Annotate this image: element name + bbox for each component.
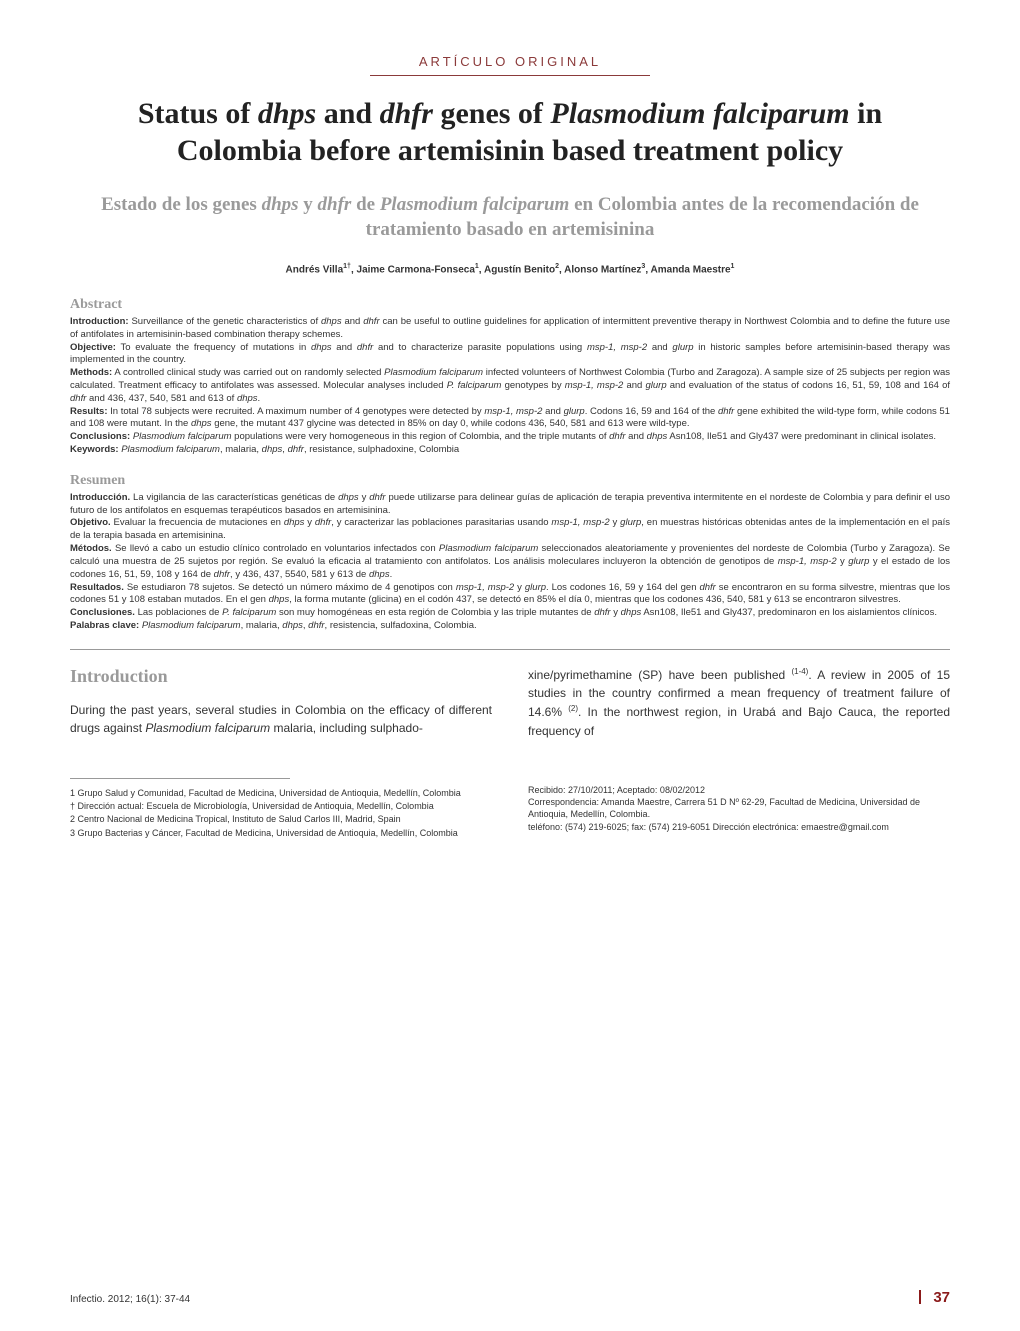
abstract-body: Introduction: Surveillance of the geneti… <box>70 316 950 457</box>
affiliations-list: 1 Grupo Salud y Comunidad, Facultad de M… <box>70 787 492 839</box>
intro-col-right: xine/pyrimethamine (SP) have been publis… <box>528 666 950 740</box>
correspondence-line: Recibido: 27/10/2011; Aceptado: 08/02/20… <box>528 784 950 796</box>
abstract-line: Conclusiones. Las poblaciones de P. falc… <box>70 607 950 620</box>
abstract-line: Palabras clave: Plasmodium falciparum, m… <box>70 620 950 633</box>
abstract-block: Abstract Introduction: Surveillance of t… <box>70 297 950 457</box>
body-rule <box>70 649 950 650</box>
abstract-line: Keywords: Plasmodium falciparum, malaria… <box>70 444 950 457</box>
abstract-line: Results: In total 78 subjects were recru… <box>70 406 950 432</box>
resumen-block: Resumen Introducción. La vigilancia de l… <box>70 473 950 633</box>
article-title: Status of dhps and dhfr genes of Plasmod… <box>80 96 940 169</box>
affiliation-line: 3 Grupo Bacterias y Cáncer, Facultad de … <box>70 827 492 839</box>
affiliation-line: 2 Centro Nacional de Medicina Tropical, … <box>70 813 492 825</box>
abstract-line: Conclusions: Plasmodium falciparum popul… <box>70 431 950 444</box>
affiliation-line: † Dirección actual: Escuela de Microbiol… <box>70 800 492 812</box>
intro-text-right: xine/pyrimethamine (SP) have been publis… <box>528 666 950 740</box>
abstract-line: Objetivo. Evaluar la frecuencia de mutac… <box>70 517 950 543</box>
abstract-line: Introducción. La vigilancia de las carac… <box>70 492 950 518</box>
abstract-line: Objective: To evaluate the frequency of … <box>70 342 950 368</box>
affiliation-line: 1 Grupo Salud y Comunidad, Facultad de M… <box>70 787 492 799</box>
footnote-columns: 1 Grupo Salud y Comunidad, Facultad de M… <box>70 758 950 840</box>
abstract-line: Methods: A controlled clinical study was… <box>70 367 950 405</box>
intro-heading: Introduction <box>70 666 492 687</box>
intro-col-left: Introduction During the past years, seve… <box>70 666 492 740</box>
page-bar-icon <box>919 1290 921 1304</box>
resumen-body: Introducción. La vigilancia de las carac… <box>70 492 950 633</box>
article-subtitle: Estado de los genes dhps y dhfr de Plasm… <box>80 193 940 242</box>
page-number-wrap: 37 <box>919 1289 950 1307</box>
correspondence-text: Recibido: 27/10/2011; Aceptado: 08/02/20… <box>528 784 950 833</box>
abstract-line: Métodos. Se llevó a cabo un estudio clín… <box>70 543 950 581</box>
affiliations-col: 1 Grupo Salud y Comunidad, Facultad de M… <box>70 758 492 840</box>
correspondence-col: Recibido: 27/10/2011; Aceptado: 08/02/20… <box>528 758 950 840</box>
intro-columns: Introduction During the past years, seve… <box>70 666 950 740</box>
correspondence-line: teléfono: (574) 219-6025; fax: (574) 219… <box>528 821 950 833</box>
intro-text-left: During the past years, several studies i… <box>70 701 492 738</box>
section-rule <box>70 75 950 76</box>
abstract-line: Introduction: Surveillance of the geneti… <box>70 316 950 342</box>
page-footer: Infectio. 2012; 16(1): 37-44 37 <box>70 1289 950 1307</box>
resumen-heading: Resumen <box>70 473 950 489</box>
affiliations-rule <box>70 778 290 779</box>
journal-citation: Infectio. 2012; 16(1): 37-44 <box>70 1294 190 1305</box>
page-number: 37 <box>933 1289 950 1306</box>
section-label: ARTÍCULO ORIGINAL <box>70 54 950 69</box>
abstract-heading: Abstract <box>70 297 950 313</box>
correspondence-line: Correspondencia: Amanda Maestre, Carrera… <box>528 796 950 820</box>
abstract-line: Resultados. Se estudiaron 78 sujetos. Se… <box>70 582 950 608</box>
authors-line: Andrés Villa1†, Jaime Carmona-Fonseca1, … <box>70 263 950 275</box>
